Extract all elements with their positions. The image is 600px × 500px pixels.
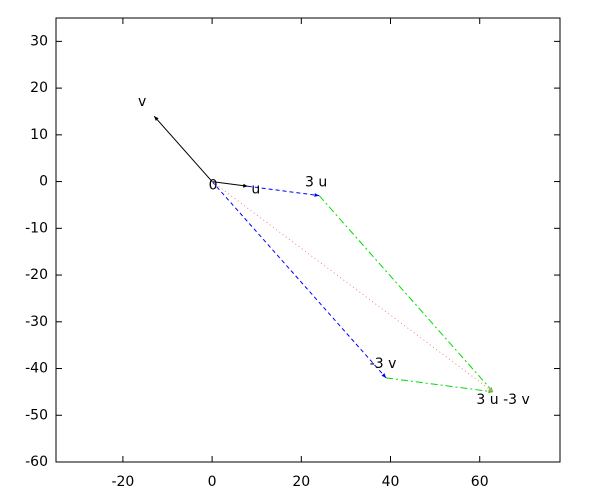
- vector-segment: [211, 181, 494, 393]
- arrow-head: [381, 373, 387, 378]
- arrow-head: [154, 116, 159, 121]
- y-tick-label: 30: [30, 33, 48, 49]
- point-label: -3 v: [370, 356, 397, 372]
- y-tick-label: -60: [25, 454, 48, 470]
- vector-segment: [212, 181, 248, 187]
- y-tick-label: -40: [25, 361, 48, 377]
- y-tick-label: -20: [25, 267, 48, 283]
- point-label: v: [138, 94, 146, 110]
- vector-segment: [318, 195, 494, 393]
- point-label: 3 u: [305, 175, 327, 191]
- y-tick-label: -30: [25, 314, 48, 330]
- x-tick-label: -20: [111, 474, 134, 490]
- y-tick-label: -10: [25, 220, 48, 236]
- y-tick-label: 10: [30, 127, 48, 143]
- point-label: 0: [209, 178, 218, 194]
- x-tick-label: 60: [471, 474, 489, 490]
- arrow-head: [488, 387, 494, 392]
- y-tick-label: 20: [30, 80, 48, 96]
- point-label: u: [251, 181, 260, 197]
- vector-segment: [247, 185, 320, 197]
- plot-frame: [55, 17, 561, 463]
- y-tick-label: -50: [25, 407, 48, 423]
- y-tick-label: 0: [39, 174, 48, 190]
- vector-segment: [211, 181, 387, 379]
- x-tick-label: 20: [292, 474, 310, 490]
- x-tick-label: 0: [208, 474, 217, 490]
- arrow-head: [314, 193, 320, 197]
- vector-segment: [385, 377, 494, 393]
- arrow-head: [242, 183, 248, 188]
- vector-segment: [153, 115, 213, 182]
- point-label: 3 u -3 v: [476, 392, 529, 408]
- x-tick-label: 40: [382, 474, 400, 490]
